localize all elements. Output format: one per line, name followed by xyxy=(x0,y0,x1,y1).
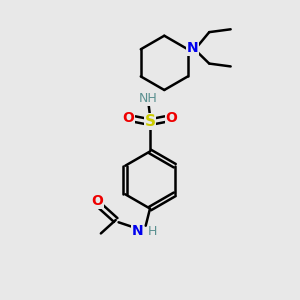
Text: N: N xyxy=(132,224,143,239)
Text: O: O xyxy=(166,111,177,125)
Text: S: S xyxy=(145,114,155,129)
Text: N: N xyxy=(187,41,199,55)
Text: NH: NH xyxy=(139,92,158,105)
Text: H: H xyxy=(148,225,158,238)
Text: O: O xyxy=(123,111,134,125)
Text: O: O xyxy=(91,194,103,208)
